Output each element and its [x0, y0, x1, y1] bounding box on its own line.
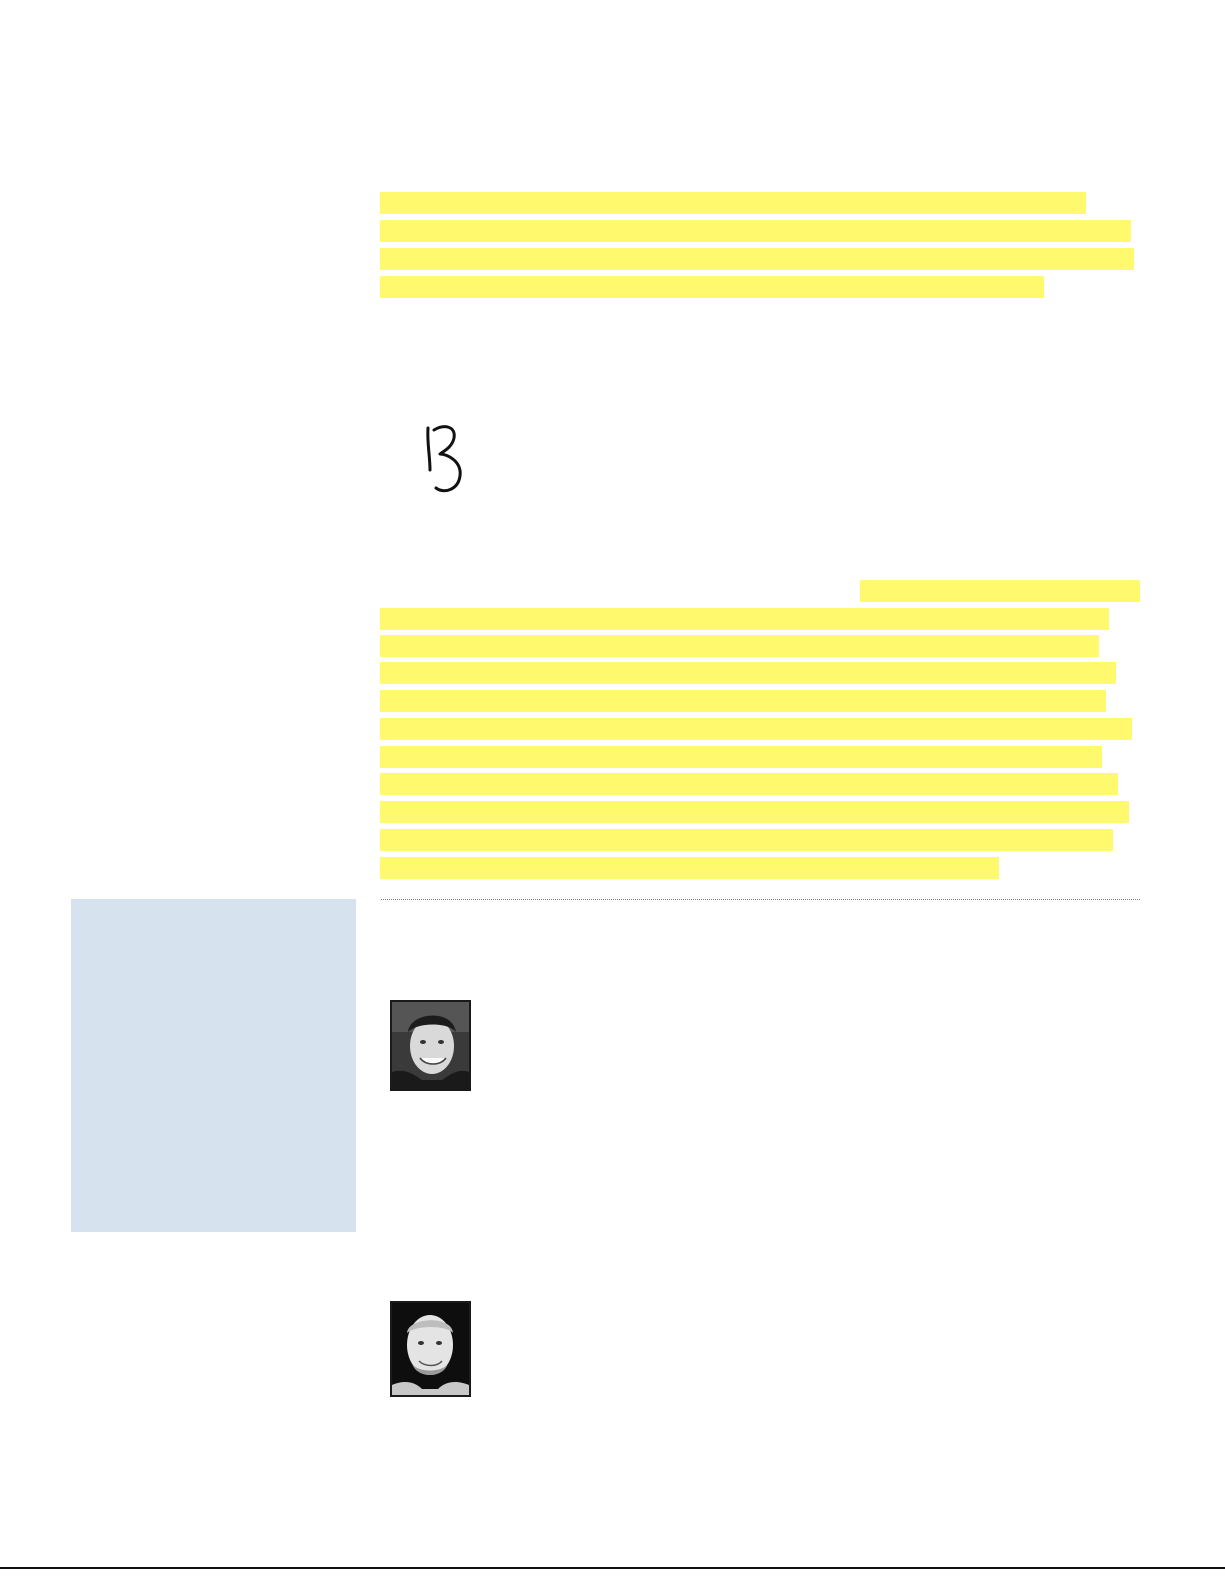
highlighted-line [380, 829, 1113, 851]
highlighted-line [380, 773, 1118, 795]
author-photo-2 [390, 1301, 471, 1397]
highlighted-line [380, 608, 1109, 630]
portrait-image [392, 1303, 469, 1395]
highlighted-line [380, 690, 1106, 712]
highlighted-line [380, 718, 1132, 740]
section-divider [381, 899, 1140, 900]
highlighted-line [380, 248, 1134, 270]
highlighted-line [380, 746, 1102, 768]
highlighted-line [380, 276, 1044, 298]
portrait-image [392, 1002, 469, 1089]
highlighted-line [380, 220, 1131, 242]
highlighted-line [380, 192, 1086, 214]
sidebar-box [71, 899, 356, 1232]
highlighted-line [380, 662, 1116, 684]
highlighted-line [380, 857, 999, 879]
signature [426, 425, 462, 493]
footer-rule [0, 1567, 1225, 1569]
highlighted-line [380, 635, 1099, 657]
author-photo-1 [390, 1000, 471, 1091]
highlighted-line [860, 580, 1140, 602]
highlighted-line [380, 801, 1129, 823]
